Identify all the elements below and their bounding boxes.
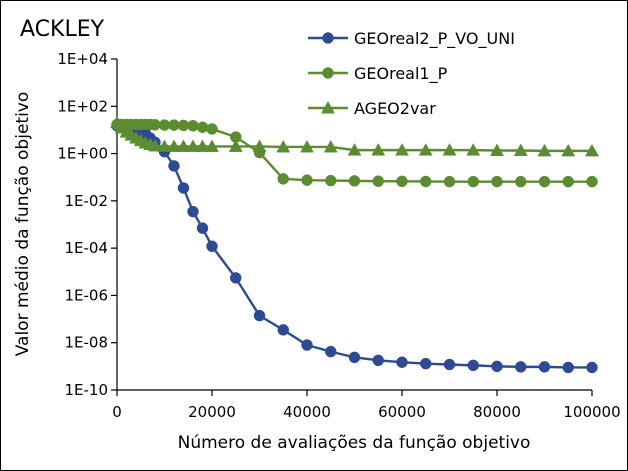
data-point [168,160,180,172]
data-point [371,143,386,156]
data-point [325,174,337,187]
data-point [418,143,433,156]
y-tick-label: 1E-06 [64,286,108,304]
data-point [538,361,551,373]
data-point [300,139,314,153]
data-point [537,143,552,157]
data-point [228,139,243,152]
data-point [148,138,162,152]
data-point [206,240,218,253]
x-tick-label: 20000 [188,403,236,421]
x-axis-title: Número de avaliações da função objetivo [178,433,531,453]
data-point [186,139,200,152]
data-point [420,175,432,188]
data-point [323,139,338,153]
legend-marker [322,32,334,44]
data-point [466,143,481,156]
series-2 [111,118,598,188]
y-axis-title: Valor médio da função objetivo [13,92,33,357]
data-point [513,143,528,156]
data-point [301,174,313,186]
data-point [325,345,337,358]
x-tick-label: 0 [112,403,122,421]
data-point [167,139,181,152]
data-point [301,339,313,351]
x-tick-label: 40000 [283,403,331,421]
data-point [396,175,408,188]
data-point [252,139,267,152]
y-axis-ticks: 1E-10 1E-08 1E-06 1E-04 1E-02 1E+00 1E+02 1E+04 [57,50,117,399]
data-point [395,143,409,156]
data-point [372,354,384,367]
data-point [491,175,503,188]
data-point [396,356,408,368]
data-point [195,139,210,152]
data-point [515,175,527,188]
data-point [562,361,574,374]
data-point [443,175,456,188]
data-point [187,120,199,132]
data-point [276,139,291,153]
data-point [372,175,384,187]
data-point [196,222,209,234]
y-tick-label: 1E-02 [64,192,108,210]
y-tick-label: 1E-10 [64,381,108,399]
data-point [253,309,266,322]
data-point [562,175,574,188]
data-point [561,143,576,157]
data-point [586,175,598,188]
x-tick-label: 80000 [473,403,521,421]
legend: GEOreal2_P_VO_UNI GEOreal1_P AGEO2var [308,29,515,118]
data-point [515,361,527,373]
data-point [187,205,199,218]
legend-label: GEOreal2_P_VO_UNI [354,29,515,49]
data-point [442,143,457,156]
data-point [205,139,219,152]
data-point [585,143,599,157]
data-point [157,139,172,152]
data-point [538,175,551,188]
data-point [420,357,432,370]
series-line [116,124,592,369]
data-point [277,324,289,336]
data-point [491,360,503,373]
series-1 [111,120,598,374]
data-point [348,351,361,364]
y-tick-label: 1E+04 [57,50,108,68]
data-point [177,182,190,194]
y-tick-label: 1E-08 [64,334,108,352]
legend-marker [321,100,335,114]
data-point [176,139,191,152]
y-tick-label: 1E+02 [57,97,108,115]
data-point [467,359,479,372]
series-group [110,115,599,374]
legend-marker [322,67,334,79]
data-point [206,123,218,135]
data-point [196,121,209,133]
data-point [230,272,242,284]
x-axis-ticks: 0 20000 40000 60000 80000 100000 [112,390,621,421]
data-point [347,143,362,156]
legend-label: GEOreal1_P [354,64,448,84]
data-point [490,143,504,156]
data-point [586,361,598,374]
data-point [443,358,456,371]
chart-title: ACKLEY [20,17,105,42]
data-point [348,175,361,187]
data-point [467,175,479,188]
x-tick-label: 60000 [378,403,426,421]
x-tick-label: 100000 [563,403,620,421]
y-tick-label: 1E+00 [57,145,108,163]
y-tick-label: 1E-04 [64,239,108,257]
series-3 [110,115,599,157]
data-point [277,173,289,185]
legend-label: AGEO2var [354,99,436,118]
